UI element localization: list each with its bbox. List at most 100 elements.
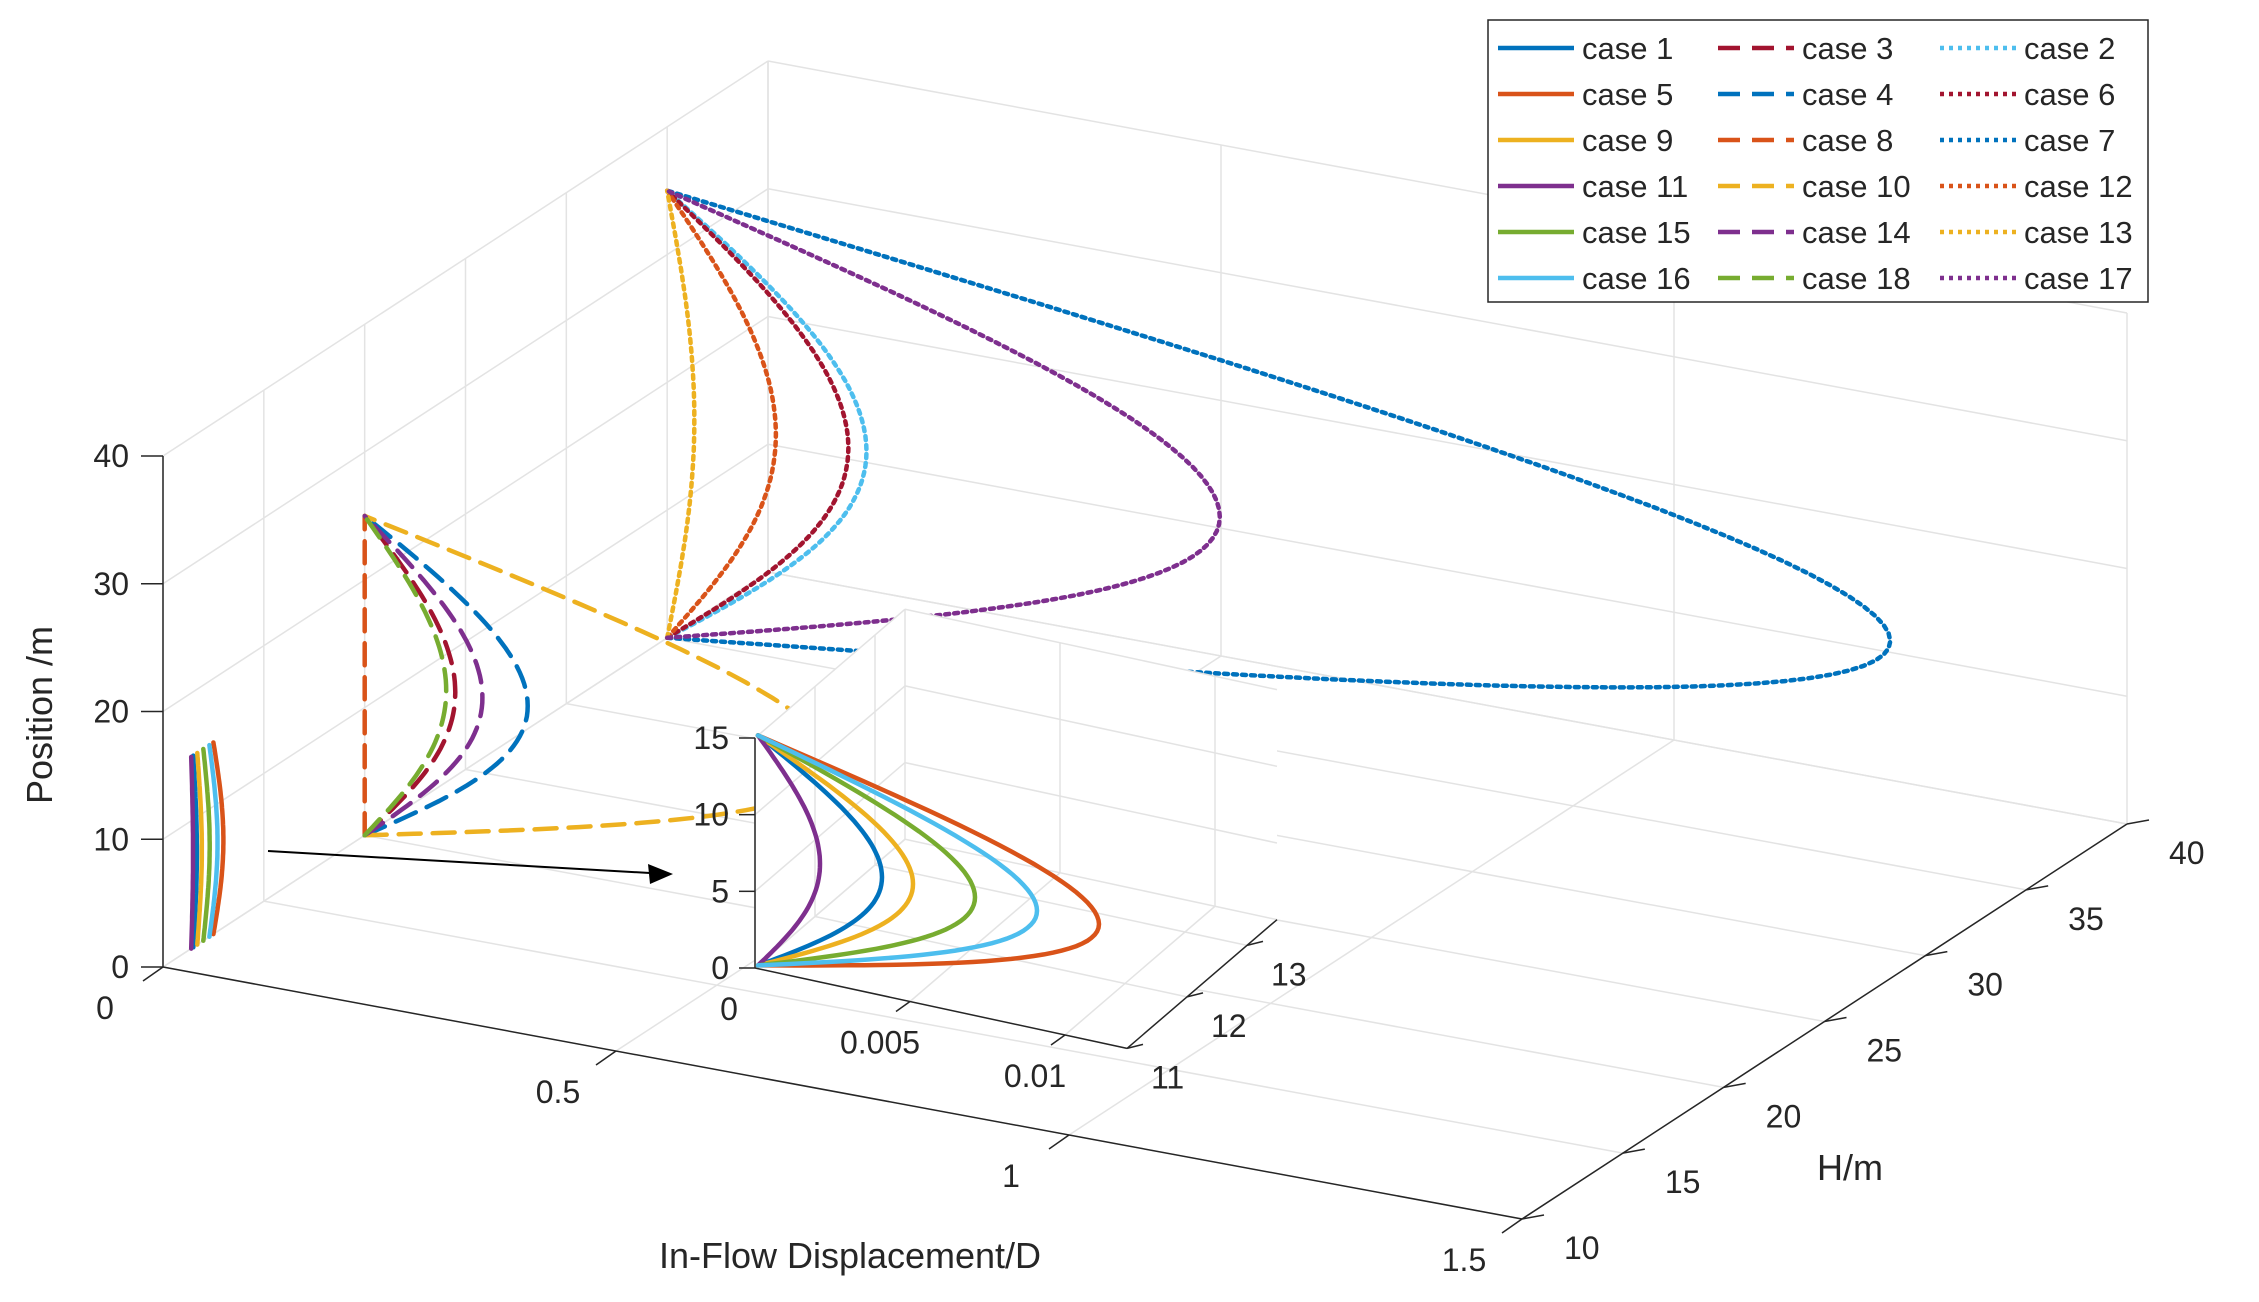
inset-grid-line: [754, 762, 906, 892]
series-line-case-2: [664, 188, 869, 641]
grid-line: [767, 188, 2128, 442]
inset-series-line-case-11: [755, 733, 823, 968]
y-tick-label: 10: [1564, 1230, 1600, 1266]
inset-grid-line: [1064, 905, 1216, 1036]
x-tick-label: 1.5: [1442, 1242, 1486, 1278]
inset-grid-line: [904, 838, 1278, 921]
series-line-case-3: [362, 513, 458, 838]
legend-label: case 1: [1582, 31, 1673, 66]
z-tick-label: 20: [93, 694, 129, 730]
y-tick: [1824, 1016, 1847, 1023]
y-axis-label: H/m: [1817, 1147, 1883, 1188]
legend-label: case 6: [2024, 77, 2115, 112]
series-line-case-17: [664, 188, 1223, 641]
series-line-case-7: [664, 188, 1893, 690]
y-tick: [1925, 950, 1948, 957]
z-tick-label: 10: [93, 821, 129, 857]
legend-label: case 18: [1802, 261, 1911, 296]
grid-line: [263, 900, 1623, 1154]
series-line-case-5: [211, 740, 226, 937]
inset-grid-line: [904, 761, 1278, 844]
legend-label: case 11: [1582, 169, 1688, 204]
inset-y-axis-line: [1126, 919, 1278, 1049]
legend-label: case 3: [1802, 31, 1893, 66]
y-tick-label: 25: [1867, 1033, 1903, 1069]
inset-grid-line: [904, 685, 1278, 768]
series-line-case-18: [362, 513, 449, 838]
inset-grid-line: [909, 872, 1061, 1003]
inset-grid-line: [814, 915, 1188, 998]
x-tick-label: 1: [1002, 1158, 1020, 1194]
inset-x-tick: [1050, 1034, 1066, 1046]
legend-label: case 7: [2024, 123, 2115, 158]
inset-x-tick-label: 0.01: [1004, 1058, 1066, 1094]
legend-label: case 16: [1582, 261, 1691, 296]
series-line-case-9: [195, 750, 205, 947]
legend-label: case 2: [2024, 31, 2115, 66]
y-tick: [1723, 1082, 1746, 1089]
y-tick-label: 35: [2068, 901, 2104, 937]
legend: case 1 case 5 case 9 case 11 case 15 case 16 c…: [1487, 19, 2149, 303]
legend-label: case 17: [2024, 261, 2133, 296]
series-line-case-14: [362, 513, 485, 838]
y-tick: [2026, 885, 2049, 891]
grid-line: [1068, 739, 1675, 1136]
inset-series-line-case-1: [755, 733, 885, 968]
legend-label: case 4: [1802, 77, 1893, 112]
grid-line: [162, 315, 769, 713]
inset-y-tick: [1246, 940, 1264, 947]
inset-series-line-case-16: [755, 733, 1040, 968]
legend-label: case 12: [2024, 169, 2133, 204]
zoom-arrow: [267, 850, 673, 884]
inset-y-tick-label: 11: [1151, 1059, 1184, 1095]
inset-y-tick-label: 13: [1271, 956, 1307, 992]
z-tick-label: 30: [93, 566, 129, 602]
legend-label: case 8: [1802, 123, 1893, 158]
axes: 0 0.5 1 1.5 10 15 20 25 30 35 40 0 10 20 30 40: [93, 438, 2204, 1278]
x-axis-line: [162, 966, 1523, 1220]
y-tick: [1521, 1214, 1545, 1220]
inset-series-line-case-5: [755, 733, 1102, 968]
inset-x-tick: [895, 1000, 911, 1013]
series-line-case-13: [664, 188, 697, 641]
inset-x-tick-label: 0.005: [840, 1025, 920, 1061]
legend-label: case 9: [1582, 123, 1673, 158]
inset-y-tick: [1186, 992, 1204, 998]
series-line-case-15: [201, 746, 212, 943]
series-line-case-16: [207, 742, 220, 939]
inset-chart: 0 0.005 0.01 11 12 13 0 5 10 15: [693, 608, 1307, 1095]
y-tick: [2126, 819, 2150, 825]
y-tick-label: 40: [2169, 835, 2205, 871]
x-tick: [595, 1050, 617, 1066]
z-axis-label: Position /m: [19, 626, 60, 804]
grid-line: [162, 60, 769, 457]
grid-line: [162, 188, 769, 585]
x-tick-label: 0.5: [536, 1074, 580, 1110]
x-tick: [1501, 1218, 1523, 1234]
series-line-case-1: [191, 753, 200, 950]
inset-z-tick-label: 15: [693, 720, 729, 756]
y-tick: [1622, 1148, 1645, 1154]
y-tick-label: 20: [1766, 1098, 1802, 1134]
legend-label: case 13: [2024, 215, 2133, 250]
y-tick-label: 15: [1665, 1164, 1701, 1200]
inset-y-tick-label: 12: [1211, 1008, 1247, 1044]
inset-x-tick-label: 0: [720, 991, 738, 1027]
inset-background: [755, 609, 1277, 1049]
inset-z-tick-label: 5: [711, 873, 729, 909]
series-line-case-4: [362, 513, 530, 838]
x-tick-label: 0: [96, 990, 114, 1026]
y-tick-label: 30: [1967, 967, 2003, 1003]
legend-label: case 14: [1802, 215, 1911, 250]
z-tick-label: 0: [111, 949, 129, 985]
x-tick: [1048, 1134, 1070, 1150]
z-tick-label: 40: [93, 438, 129, 474]
inset-grid-line: [754, 685, 906, 816]
legend-label: case 15: [1582, 215, 1691, 250]
inset-z-tick-label: 0: [711, 950, 729, 986]
legend-label: case 10: [1802, 169, 1911, 204]
grid-line: [767, 315, 2128, 570]
inset-z-tick-label: 10: [693, 797, 729, 833]
series-line-case-12: [664, 188, 779, 641]
